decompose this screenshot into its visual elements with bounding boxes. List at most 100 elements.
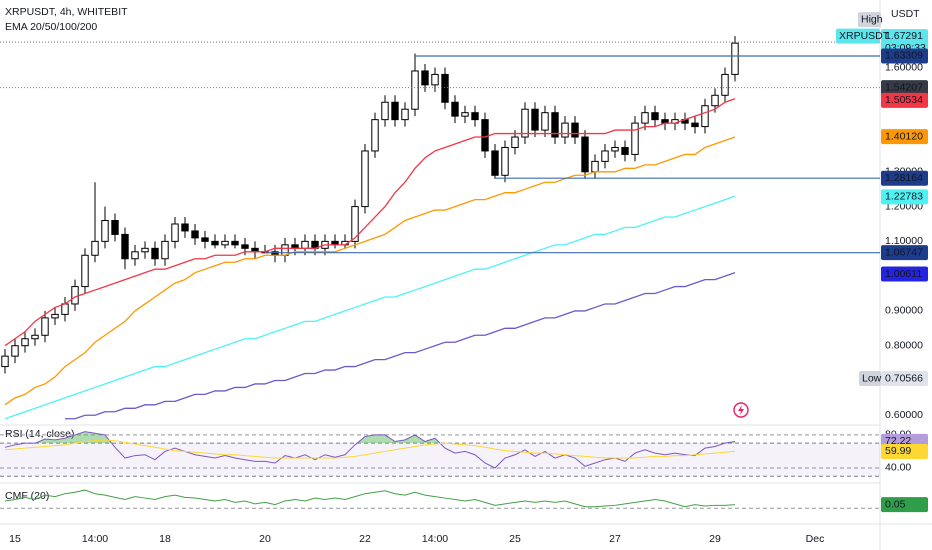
y-tick-label: 0.90000 xyxy=(885,305,923,317)
candle-body xyxy=(151,247,159,260)
candle-body xyxy=(131,251,139,260)
overbought-fill xyxy=(5,431,735,444)
candle-body xyxy=(461,112,469,117)
indicator-line xyxy=(4,195,736,420)
candle-body xyxy=(731,42,739,75)
indicator-title: EMA 20/50/100/200 xyxy=(5,21,97,33)
candle-body xyxy=(221,240,229,246)
chart-title: XRPUSDT, 4h, WHITEBIT xyxy=(5,6,128,18)
indicator-line xyxy=(65,272,736,420)
price-tag-label: 0.05 xyxy=(885,498,906,510)
candle-body xyxy=(51,313,59,319)
candle-body xyxy=(441,73,449,103)
candle-body xyxy=(211,240,219,246)
candle-body xyxy=(31,334,39,340)
candle-body xyxy=(71,286,79,305)
candle-body xyxy=(21,338,29,347)
price-tag xyxy=(881,189,928,205)
candle-body xyxy=(91,240,99,256)
candle-body xyxy=(41,317,49,336)
candle-body xyxy=(581,136,589,173)
candle-body xyxy=(601,150,609,162)
x-tick-label: 25 xyxy=(509,533,521,545)
candle-body xyxy=(531,108,539,131)
name-tag xyxy=(859,371,881,387)
candle-body xyxy=(551,112,559,138)
alert-icon-ring[interactable] xyxy=(733,402,749,418)
candle-body xyxy=(101,219,109,242)
high-tag xyxy=(858,12,881,28)
alert-icon[interactable] xyxy=(733,402,749,418)
price-tag-label: 1.63309 xyxy=(885,50,923,62)
symbol-tag-label: XRPUSDT xyxy=(839,30,890,42)
candle-body xyxy=(351,206,359,242)
price-tag-label: 0.70566 xyxy=(885,372,923,384)
x-tick-label: 20 xyxy=(259,533,271,545)
candle-body xyxy=(621,146,629,155)
price-tag xyxy=(881,371,928,387)
candle-body xyxy=(611,146,619,152)
candle-body xyxy=(571,122,579,138)
price-tag xyxy=(881,443,928,459)
candle-body xyxy=(81,254,89,288)
x-tick-label: 14:00 xyxy=(422,533,448,545)
price-tag xyxy=(881,266,928,282)
candle-body xyxy=(301,240,309,249)
high-tag-label: High xyxy=(861,13,883,25)
symbol-tag xyxy=(836,28,880,44)
x-tick-label: 18 xyxy=(159,533,171,545)
y-tick-label: 1.10000 xyxy=(885,235,923,247)
candle-body xyxy=(701,105,709,128)
candle-body xyxy=(141,247,149,253)
candle-body xyxy=(411,70,419,110)
indicator-line xyxy=(4,136,736,406)
x-tick-label: 14:00 xyxy=(82,533,108,545)
candle-body xyxy=(541,112,549,131)
candle-body xyxy=(451,101,459,117)
candle-body xyxy=(11,345,19,357)
candle-body xyxy=(371,119,379,152)
candle-body xyxy=(511,136,519,148)
candle-body xyxy=(631,122,639,155)
price-tag-label: 59.99 xyxy=(885,445,911,457)
candle-body xyxy=(121,233,129,260)
indicator-line xyxy=(4,489,736,508)
candle-body xyxy=(111,219,119,235)
y-tick-label: 40.00 xyxy=(885,462,911,474)
price-tag-label: 1.00611 xyxy=(885,268,922,280)
price-tag xyxy=(881,245,928,261)
y-tick-label: 1.60000 xyxy=(885,61,923,73)
indicator-line xyxy=(4,98,736,347)
candle-body xyxy=(171,223,179,242)
candle-body xyxy=(421,70,429,86)
x-tick-label: 15 xyxy=(9,533,21,545)
candle-body xyxy=(481,119,489,152)
name-tag-label: Low xyxy=(862,372,882,384)
candle-body xyxy=(391,101,399,121)
candle-body xyxy=(231,240,239,246)
currency-label: USDT xyxy=(891,8,920,20)
candle-body xyxy=(361,150,369,208)
x-tick-label: 27 xyxy=(609,533,621,545)
candle-body xyxy=(381,101,389,121)
price-tag-label: 1.06747 xyxy=(885,246,923,258)
price-tag xyxy=(881,129,928,145)
candle-body xyxy=(401,108,409,121)
x-tick-label: 29 xyxy=(709,533,721,545)
candle-body xyxy=(561,122,569,138)
price-tag xyxy=(881,497,928,513)
candle-body xyxy=(591,160,599,173)
candle-body xyxy=(651,112,659,121)
candle-body xyxy=(281,244,289,256)
candle-body xyxy=(201,237,209,242)
alert-icon-bolt[interactable] xyxy=(738,405,744,415)
price-tag-label: 1.67291 xyxy=(885,30,923,42)
candle-body xyxy=(431,73,439,86)
candle-body xyxy=(711,94,719,107)
price-tag xyxy=(881,80,928,96)
candle-body xyxy=(181,223,189,232)
y-tick-label: 0.80000 xyxy=(885,339,923,351)
x-tick-label: Dec xyxy=(806,533,825,545)
candle-body xyxy=(161,240,169,260)
